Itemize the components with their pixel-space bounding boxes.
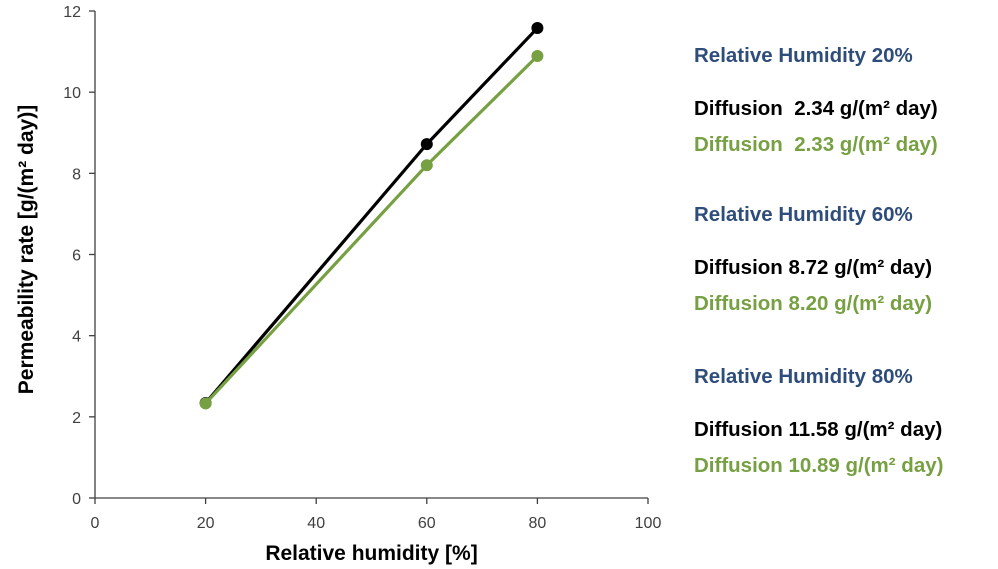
x-tick-label: 100 xyxy=(635,515,662,532)
series-2-point xyxy=(420,159,433,172)
y-tick-label: 10 xyxy=(63,85,81,102)
y-axis-title: Permeability rate [g/(m² day)] xyxy=(15,105,38,394)
series-2-line xyxy=(204,54,539,405)
annotation-rh20-heading: Relative Humidity 20% xyxy=(694,44,913,67)
x-tick-label: 40 xyxy=(307,515,325,532)
series-1-point xyxy=(531,22,544,35)
line-chart: 0 20 40 60 80 100 0 2 4 6 8 10 12 Relative humidity … xyxy=(15,4,661,565)
series-2-point xyxy=(199,397,212,410)
x-tick-label: 80 xyxy=(529,515,547,532)
annotation-rh80-diffusion-green: Diffusion 10.89 g/(m² day) xyxy=(694,454,944,477)
annotation-rh60-heading: Relative Humidity 60% xyxy=(694,203,913,226)
y-tick-label: 2 xyxy=(72,410,81,427)
y-tick-label: 0 xyxy=(72,491,81,508)
y-tick-label: 6 xyxy=(72,248,81,265)
annotation-rh80-heading: Relative Humidity 80% xyxy=(694,365,913,388)
annotation-rh20-diffusion-black: Diffusion 2.34 g/(m² day) xyxy=(694,97,938,120)
x-tick-label: 0 xyxy=(91,515,100,532)
x-axis-title: Relative humidity [%] xyxy=(265,542,477,565)
annotation-panel: Relative Humidity 20% Diffusion 2.34 g/(… xyxy=(694,0,998,569)
y-tick-label: 4 xyxy=(72,329,81,346)
series-2-point xyxy=(531,50,544,63)
annotation-rh20-diffusion-green: Diffusion 2.33 g/(m² day) xyxy=(694,133,938,156)
series-layer xyxy=(199,22,544,410)
axes: 0 20 40 60 80 100 0 2 4 6 8 10 12 xyxy=(63,4,661,532)
series-1-line xyxy=(204,26,539,405)
chart-svg: 0 20 40 60 80 100 0 2 4 6 8 10 12 Relative humidity … xyxy=(15,4,661,565)
x-tick-label: 20 xyxy=(197,515,215,532)
y-tick-label: 8 xyxy=(72,166,81,183)
series-1-point xyxy=(420,138,433,151)
y-tick-label: 12 xyxy=(63,4,81,21)
annotation-rh80-diffusion-black: Diffusion 11.58 g/(m² day) xyxy=(694,418,943,441)
annotation-rh60-diffusion-black: Diffusion 8.72 g/(m² day) xyxy=(694,256,933,279)
x-tick-label: 60 xyxy=(418,515,436,532)
annotation-rh60-diffusion-green: Diffusion 8.20 g/(m² day) xyxy=(694,292,933,315)
